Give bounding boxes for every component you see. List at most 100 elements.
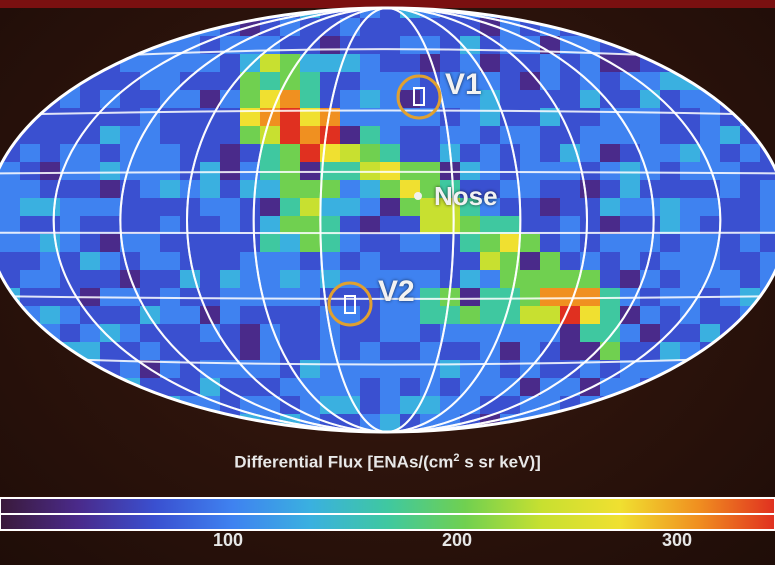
flux-cell (400, 360, 420, 378)
flux-cell (140, 252, 160, 270)
flux-cell (0, 180, 20, 198)
flux-cell (160, 8, 180, 18)
flux-cell (60, 36, 80, 54)
flux-cell (340, 108, 360, 126)
flux-cell (700, 198, 720, 216)
flux-cell (560, 252, 580, 270)
flux-cell (260, 306, 280, 324)
flux-cell (720, 144, 740, 162)
flux-cell (440, 360, 460, 378)
flux-cell (60, 396, 80, 414)
flux-cell (660, 198, 680, 216)
flux-cell (660, 144, 680, 162)
flux-cell (20, 270, 40, 288)
flux-cell (100, 162, 120, 180)
flux-cell (520, 342, 540, 360)
flux-cell (40, 216, 60, 234)
flux-cell (560, 162, 580, 180)
flux-cell (420, 216, 440, 234)
flux-cell (440, 198, 460, 216)
flux-cell (80, 396, 100, 414)
flux-cell (720, 162, 740, 180)
flux-cell (380, 342, 400, 360)
top-border (0, 0, 775, 8)
flux-cell (220, 180, 240, 198)
flux-cell (140, 432, 160, 450)
flux-cell (340, 324, 360, 342)
flux-cell (300, 360, 320, 378)
flux-cell (340, 54, 360, 72)
flux-cell (120, 216, 140, 234)
flux-cell (300, 432, 320, 450)
flux-cell (20, 414, 40, 432)
flux-cell (0, 216, 20, 234)
flux-cell (420, 432, 440, 450)
grid-parallel (86, 358, 688, 366)
flux-cell (20, 252, 40, 270)
flux-cell (120, 8, 140, 18)
flux-cell (360, 396, 380, 414)
flux-cell (580, 432, 600, 450)
flux-cell (320, 252, 340, 270)
flux-cell (240, 144, 260, 162)
flux-cell (120, 18, 140, 36)
flux-cell (700, 162, 720, 180)
flux-cell (480, 324, 500, 342)
flux-cell (600, 72, 620, 90)
flux-cell (500, 288, 520, 306)
flux-cell (540, 342, 560, 360)
flux-cell (40, 180, 60, 198)
flux-cell (20, 72, 40, 90)
flux-cell (480, 432, 500, 450)
flux-cell (60, 414, 80, 432)
flux-cell (220, 306, 240, 324)
flux-cell (380, 144, 400, 162)
flux-cell (620, 54, 640, 72)
flux-cell (320, 216, 340, 234)
flux-cell (480, 270, 500, 288)
flux-cell (560, 270, 580, 288)
flux-cell (720, 414, 740, 432)
flux-cell (220, 432, 240, 450)
flux-cell (120, 108, 140, 126)
flux-cell (480, 126, 500, 144)
flux-cell (120, 36, 140, 54)
flux-cell (660, 108, 680, 126)
flux-cell (120, 72, 140, 90)
flux-cell (360, 108, 380, 126)
flux-cell (200, 252, 220, 270)
flux-cell (720, 270, 740, 288)
flux-cell (380, 180, 400, 198)
flux-cell (560, 198, 580, 216)
flux-cell (180, 342, 200, 360)
flux-cell (360, 270, 380, 288)
flux-cell (380, 396, 400, 414)
flux-cell (680, 18, 700, 36)
flux-cell (640, 216, 660, 234)
flux-cell (580, 360, 600, 378)
flux-cell (560, 360, 580, 378)
flux-cell (20, 90, 40, 108)
flux-cell (760, 234, 775, 252)
flux-cell (720, 306, 740, 324)
flux-cell (400, 252, 420, 270)
flux-cell (240, 162, 260, 180)
flux-cell (740, 54, 760, 72)
flux-cell (300, 72, 320, 90)
flux-cell (580, 144, 600, 162)
flux-cell (640, 126, 660, 144)
flux-cell (20, 324, 40, 342)
flux-cell (520, 162, 540, 180)
flux-cell (520, 126, 540, 144)
flux-cell (460, 144, 480, 162)
flux-cell (600, 234, 620, 252)
flux-cell (320, 270, 340, 288)
flux-cell (400, 144, 420, 162)
flux-cell (80, 252, 100, 270)
flux-cell (380, 324, 400, 342)
flux-cell (620, 108, 640, 126)
colorbar-tick-200: 200 (442, 530, 473, 550)
flux-cell (260, 54, 280, 72)
flux-cell (460, 396, 480, 414)
flux-cell (160, 414, 180, 432)
